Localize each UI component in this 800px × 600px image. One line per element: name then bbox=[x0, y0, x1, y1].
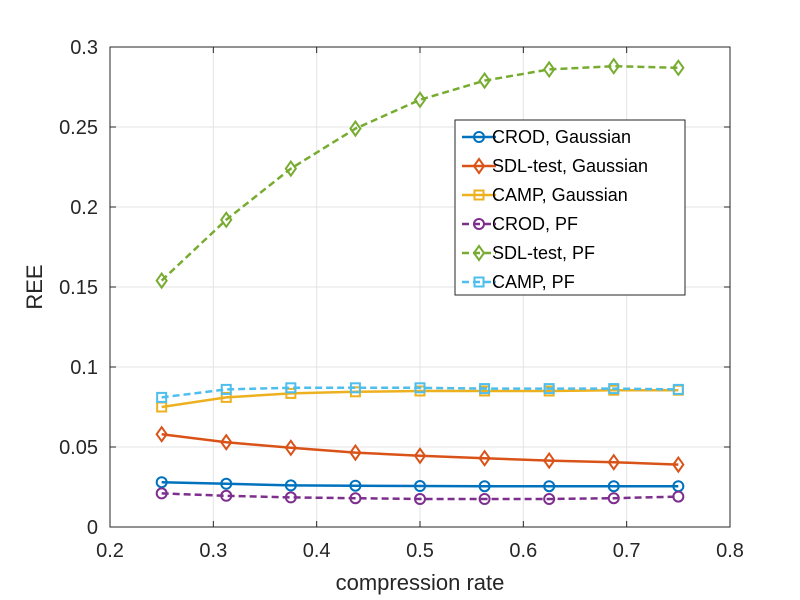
series-line bbox=[161, 386, 679, 399]
legend-entry: CAMP, PF bbox=[462, 272, 575, 292]
data-point bbox=[478, 493, 491, 505]
series-3 bbox=[155, 487, 685, 505]
x-tick-label: 0.8 bbox=[716, 540, 744, 562]
legend-marker bbox=[473, 276, 485, 288]
data-point bbox=[672, 455, 685, 474]
y-tick-label: 0.05 bbox=[59, 437, 98, 459]
y-tick-label: 0.3 bbox=[70, 37, 98, 59]
series-0 bbox=[155, 476, 685, 493]
data-point bbox=[478, 449, 491, 467]
x-tick-label: 0.4 bbox=[303, 540, 331, 562]
y-tick-label: 0.1 bbox=[70, 357, 98, 379]
series-line bbox=[161, 480, 679, 488]
x-tick-label: 0.3 bbox=[199, 540, 227, 562]
data-point bbox=[607, 453, 620, 471]
data-point bbox=[349, 479, 362, 492]
data-point bbox=[543, 493, 556, 505]
series-line bbox=[161, 492, 679, 501]
x-tick-label: 0.7 bbox=[613, 540, 641, 562]
legend-entry: CROD, Gaussian bbox=[462, 127, 631, 147]
data-point bbox=[155, 476, 168, 489]
y-tick-label: 0.15 bbox=[59, 277, 98, 299]
data-point bbox=[608, 383, 620, 395]
x-tick-label: 0.2 bbox=[96, 540, 124, 562]
data-point bbox=[478, 71, 491, 90]
legend-label: CROD, PF bbox=[492, 214, 578, 234]
data-point bbox=[542, 451, 556, 470]
data-point bbox=[285, 387, 297, 399]
legend-marker bbox=[473, 131, 485, 143]
legend-marker bbox=[473, 189, 485, 201]
y-tick-label: 0.25 bbox=[59, 117, 98, 139]
data-point bbox=[285, 382, 297, 394]
data-point bbox=[478, 480, 491, 493]
x-axis: 0.2 0.3 0.4 0.5 0.6 0.7 0.8 bbox=[96, 47, 744, 562]
y-tick-label: 0.2 bbox=[70, 197, 98, 219]
data-point bbox=[156, 391, 168, 403]
data-point bbox=[349, 382, 361, 394]
data-point bbox=[349, 443, 362, 462]
legend-marker bbox=[473, 218, 485, 230]
data-point bbox=[220, 383, 232, 395]
legend-entry: SDL-test, PF bbox=[462, 243, 595, 263]
data-point bbox=[607, 480, 620, 493]
legend-entry: SDL-test, Gaussian bbox=[462, 156, 648, 176]
legend-label: CAMP, PF bbox=[492, 272, 575, 292]
series-1 bbox=[155, 425, 685, 474]
x-tick-label: 0.6 bbox=[509, 540, 537, 562]
y-axis: 0 0.05 0.1 0.15 0.2 0.25 0.3 bbox=[59, 37, 730, 539]
data-point bbox=[155, 425, 168, 443]
data-point bbox=[349, 492, 362, 505]
series-line bbox=[161, 432, 679, 466]
data-point bbox=[284, 439, 298, 457]
data-point bbox=[672, 490, 685, 503]
data-point bbox=[220, 489, 233, 502]
data-point bbox=[413, 447, 427, 465]
series-line bbox=[160, 64, 679, 282]
legend-label: SDL-test, PF bbox=[492, 243, 595, 263]
series-4 bbox=[155, 57, 685, 290]
legend-label: CAMP, Gaussian bbox=[492, 185, 628, 205]
legend: CROD, Gaussian SDL-test, Gaussian CAMP, Ga… bbox=[454, 119, 686, 296]
data-point bbox=[542, 60, 556, 79]
data-point bbox=[220, 211, 233, 229]
data-point bbox=[607, 492, 620, 505]
data-point bbox=[284, 159, 298, 178]
legend-label: SDL-test, Gaussian bbox=[492, 156, 648, 176]
series-layer bbox=[155, 57, 685, 505]
legend-entry: CAMP, Gaussian bbox=[462, 185, 628, 205]
data-point bbox=[414, 493, 426, 505]
data-point bbox=[672, 59, 685, 77]
legend-marker bbox=[472, 157, 486, 175]
legend-entry: CROD, PF bbox=[462, 214, 578, 234]
data-point bbox=[349, 119, 362, 138]
data-point bbox=[413, 91, 427, 109]
data-point bbox=[607, 57, 620, 75]
data-point bbox=[220, 477, 233, 490]
y-tick-label: 0 bbox=[87, 517, 98, 539]
x-axis-label: compression rate bbox=[336, 570, 505, 595]
legend-box bbox=[454, 119, 686, 296]
data-point bbox=[543, 480, 556, 493]
series-5 bbox=[156, 382, 684, 403]
data-point bbox=[284, 491, 297, 504]
data-point bbox=[479, 383, 491, 395]
x-tick-label: 0.5 bbox=[406, 540, 434, 562]
data-point bbox=[284, 479, 297, 492]
data-point bbox=[414, 480, 426, 493]
series-line bbox=[161, 388, 679, 409]
data-point bbox=[672, 383, 684, 395]
y-axis-label: REE bbox=[22, 264, 47, 309]
data-point bbox=[543, 383, 555, 395]
data-point bbox=[155, 271, 168, 290]
data-point bbox=[220, 433, 233, 451]
legend-marker bbox=[472, 244, 486, 262]
data-point bbox=[155, 487, 168, 500]
data-point bbox=[414, 382, 426, 394]
legend-label: CROD, Gaussian bbox=[492, 127, 631, 147]
